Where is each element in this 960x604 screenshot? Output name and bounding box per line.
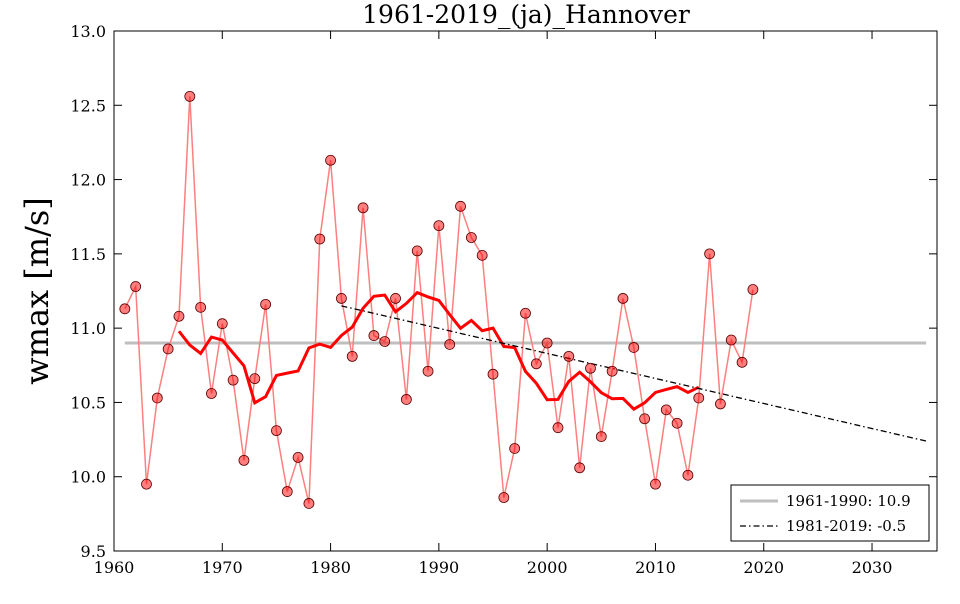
data-point — [206, 388, 217, 399]
plot-frame — [113, 30, 938, 552]
data-point — [585, 362, 596, 374]
data-point — [660, 404, 672, 416]
data-point — [357, 202, 369, 214]
y-tick-label: 10.5 — [70, 393, 106, 412]
data-point — [390, 293, 401, 304]
data-point — [563, 350, 575, 362]
y-tick-label: 10.0 — [70, 468, 106, 487]
plot-area: 1960 1970 1980 1990 2000 2010 2020 2030 9.5 10.0 1… — [70, 22, 937, 577]
data-point — [346, 350, 358, 362]
legend: 1961-1990: 10.9 1981-2019: -0.5 — [730, 484, 930, 542]
data-point — [693, 392, 705, 404]
x-tick-label: 1980 — [310, 558, 351, 577]
x-tick-label: 1960 — [94, 558, 135, 577]
trend-line — [341, 305, 927, 442]
data-point — [509, 443, 521, 454]
y-tick-label: 11.5 — [70, 245, 106, 264]
data-point — [141, 478, 152, 490]
y-tick-label: 9.5 — [81, 542, 106, 561]
data-point — [314, 233, 326, 245]
data-point — [400, 394, 412, 405]
moving-average-line — [177, 290, 700, 412]
data-point — [476, 249, 488, 261]
data-point — [216, 318, 228, 330]
data-point — [379, 336, 391, 347]
data-point — [530, 358, 542, 370]
data-point — [725, 334, 737, 346]
data-point — [368, 330, 380, 341]
y-tick-label: 13.0 — [70, 22, 106, 41]
data-point — [639, 413, 651, 425]
data-point — [498, 492, 510, 503]
data-point — [422, 365, 434, 377]
data-point — [303, 498, 315, 509]
x-tick-label: 2030 — [852, 558, 893, 577]
data-point — [184, 90, 196, 102]
data-point — [715, 398, 726, 410]
data-point — [617, 293, 629, 304]
x-tick-label: 1990 — [419, 558, 460, 577]
data-point — [325, 154, 336, 166]
data-point — [520, 307, 531, 319]
data-point — [487, 368, 499, 380]
data-point — [552, 422, 564, 434]
legend-reference-label: 1961-1990: 10.9 — [786, 492, 911, 510]
data-point — [606, 365, 618, 377]
data-point — [281, 486, 293, 497]
legend-trend-label: 1981-2019: -0.5 — [786, 517, 906, 535]
data-point — [292, 451, 304, 463]
chart-title: 1961-2019_(ja)_Hannover — [362, 0, 690, 29]
data-point — [238, 454, 250, 466]
data-point — [260, 298, 272, 310]
x-tick-label: 2000 — [527, 558, 568, 577]
x-tick-label: 2020 — [743, 558, 784, 577]
x-tick-label: 1970 — [202, 558, 243, 577]
data-point — [411, 245, 423, 257]
data-point — [119, 303, 131, 315]
data-point — [444, 339, 456, 350]
legend-box — [730, 484, 930, 542]
data-point — [433, 220, 445, 232]
data-point — [130, 281, 142, 292]
data-point — [227, 374, 239, 386]
data-point — [736, 356, 748, 368]
data-point — [747, 284, 759, 295]
data-point — [595, 431, 607, 443]
data-point — [704, 248, 715, 260]
data-point — [682, 469, 694, 481]
data-point — [195, 301, 207, 313]
y-axis-label: wmax [m/s] — [18, 197, 56, 385]
data-point — [336, 293, 347, 304]
data-point — [151, 392, 163, 404]
data-point — [628, 342, 640, 353]
data-point — [455, 200, 466, 212]
y-tick-label: 12.5 — [70, 96, 106, 115]
data-point — [173, 310, 185, 322]
y-tick-label: 12.0 — [70, 171, 106, 190]
data-point — [162, 343, 174, 355]
data-point — [671, 417, 683, 429]
y-tick-label: 11.0 — [70, 319, 106, 338]
data-point — [650, 478, 661, 490]
data-point — [271, 425, 282, 437]
data-point — [465, 232, 477, 243]
data-point — [574, 462, 586, 474]
data-point — [249, 373, 261, 385]
x-tick-label: 2010 — [635, 558, 676, 577]
data-point — [541, 337, 553, 349]
